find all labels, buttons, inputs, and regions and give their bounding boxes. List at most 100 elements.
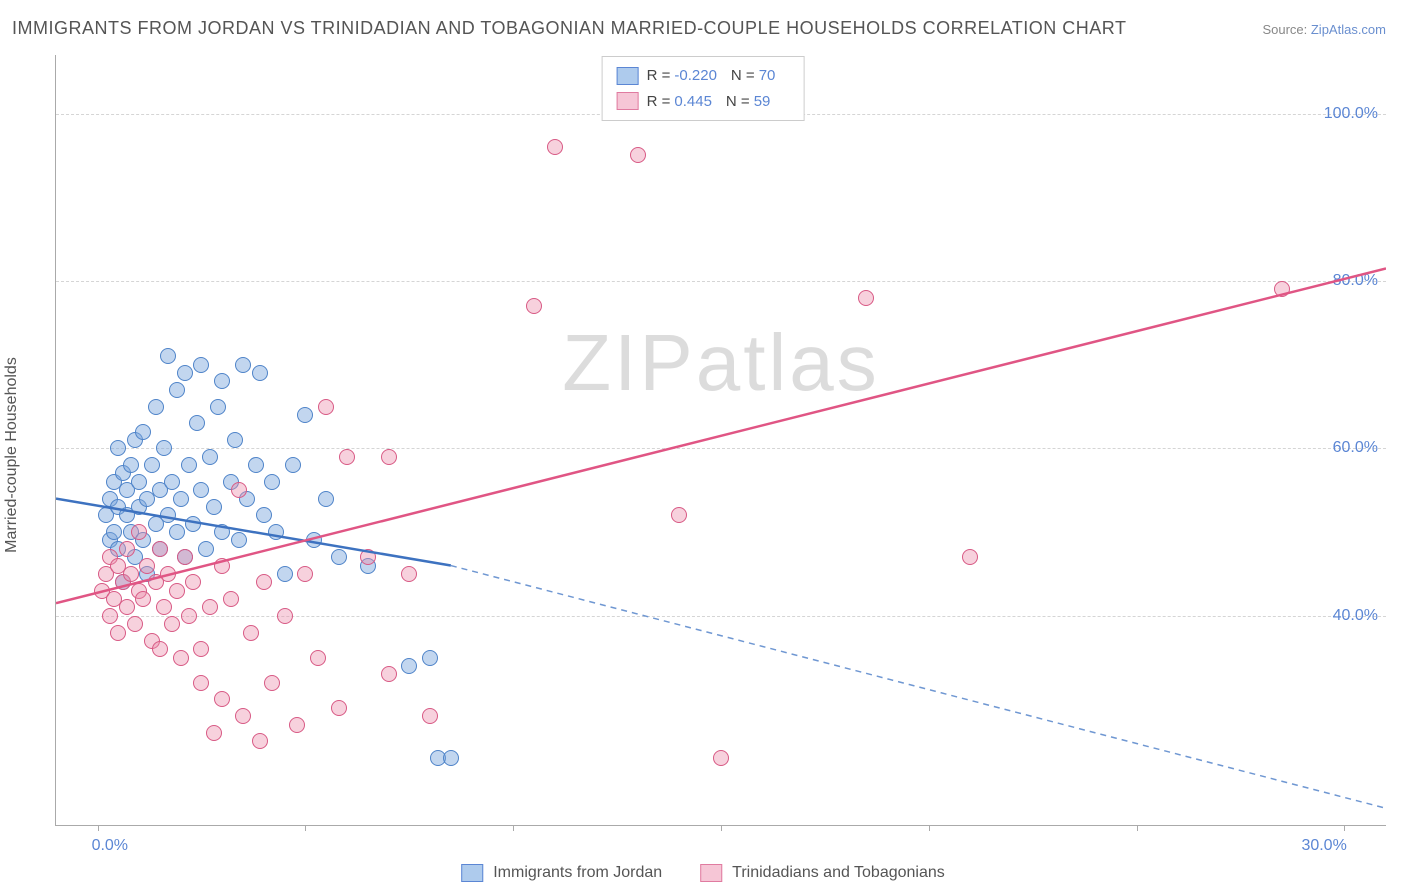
scatter-point-jordan: [248, 457, 264, 473]
scatter-point-jordan: [164, 474, 180, 490]
legend-item-jordan: Immigrants from Jordan: [461, 864, 662, 882]
scatter-point-jordan: [401, 658, 417, 674]
scatter-point-trinidad: [202, 599, 218, 615]
legend-series: Immigrants from Jordan Trinidadians and T…: [461, 864, 945, 882]
scatter-point-jordan: [177, 365, 193, 381]
scatter-point-trinidad: [252, 733, 268, 749]
source-prefix: Source:: [1262, 22, 1310, 37]
scatter-point-trinidad: [177, 549, 193, 565]
scatter-point-jordan: [185, 516, 201, 532]
scatter-point-trinidad: [135, 591, 151, 607]
scatter-point-trinidad: [381, 449, 397, 465]
scatter-point-jordan: [422, 650, 438, 666]
scatter-point-jordan: [268, 524, 284, 540]
scatter-point-jordan: [160, 507, 176, 523]
scatter-point-jordan: [193, 482, 209, 498]
scatter-point-trinidad: [310, 650, 326, 666]
scatter-point-trinidad: [169, 583, 185, 599]
scatter-point-trinidad: [164, 616, 180, 632]
scatter-point-trinidad: [1274, 281, 1290, 297]
scatter-point-trinidad: [381, 666, 397, 682]
scatter-point-trinidad: [152, 541, 168, 557]
y-tick-label: 60.0%: [1333, 439, 1378, 457]
scatter-point-trinidad: [139, 558, 155, 574]
source-attribution: Source: ZipAtlas.com: [1262, 22, 1386, 37]
scatter-point-trinidad: [119, 599, 135, 615]
scatter-point-trinidad: [160, 566, 176, 582]
scatter-point-trinidad: [223, 591, 239, 607]
scatter-point-jordan: [235, 357, 251, 373]
scatter-point-trinidad: [193, 641, 209, 657]
scatter-point-jordan: [131, 474, 147, 490]
scatter-point-jordan: [198, 541, 214, 557]
source-link[interactable]: ZipAtlas.com: [1311, 22, 1386, 37]
scatter-point-jordan: [173, 491, 189, 507]
scatter-point-jordan: [227, 432, 243, 448]
scatter-point-trinidad: [962, 549, 978, 565]
scatter-point-trinidad: [181, 608, 197, 624]
trend-line-trinidad: [56, 268, 1386, 603]
scatter-point-trinidad: [206, 725, 222, 741]
scatter-point-jordan: [331, 549, 347, 565]
x-tick-label-first: 0.0%: [92, 837, 128, 855]
scatter-point-jordan: [156, 440, 172, 456]
legend-r-jordan: R =-0.220N =70: [647, 63, 790, 89]
scatter-point-trinidad: [264, 675, 280, 691]
scatter-point-jordan: [193, 357, 209, 373]
gridline: [56, 616, 1386, 617]
scatter-point-jordan: [306, 532, 322, 548]
gridline: [56, 448, 1386, 449]
scatter-point-trinidad: [214, 558, 230, 574]
x-tick-label-last: 30.0%: [1301, 837, 1346, 855]
scatter-point-trinidad: [235, 708, 251, 724]
scatter-point-trinidad: [152, 641, 168, 657]
legend-item-trinidad: Trinidadians and Tobagonians: [700, 864, 945, 882]
plot-area: ZIPatlas 40.0%60.0%80.0%100.0%: [55, 55, 1386, 826]
scatter-point-jordan: [443, 750, 459, 766]
scatter-point-jordan: [206, 499, 222, 515]
scatter-point-jordan: [169, 382, 185, 398]
scatter-point-jordan: [169, 524, 185, 540]
scatter-point-jordan: [231, 532, 247, 548]
scatter-point-trinidad: [318, 399, 334, 415]
scatter-point-trinidad: [185, 574, 201, 590]
x-tick: [1344, 825, 1345, 831]
scatter-point-trinidad: [713, 750, 729, 766]
scatter-point-trinidad: [630, 147, 646, 163]
scatter-point-trinidad: [131, 524, 147, 540]
scatter-point-trinidad: [119, 541, 135, 557]
scatter-point-trinidad: [110, 625, 126, 641]
scatter-point-trinidad: [102, 608, 118, 624]
x-tick: [305, 825, 306, 831]
scatter-point-jordan: [285, 457, 301, 473]
scatter-point-jordan: [318, 491, 334, 507]
scatter-point-trinidad: [401, 566, 417, 582]
scatter-point-trinidad: [214, 691, 230, 707]
y-tick-label: 40.0%: [1333, 607, 1378, 625]
scatter-point-jordan: [210, 399, 226, 415]
trend-lines-layer: [56, 55, 1386, 825]
legend-swatch-bottom-trinidad: [700, 864, 722, 882]
legend-swatch-jordan: [617, 67, 639, 85]
chart-title: IMMIGRANTS FROM JORDAN VS TRINIDADIAN AN…: [12, 18, 1126, 39]
gridline: [56, 281, 1386, 282]
scatter-point-trinidad: [123, 566, 139, 582]
legend-label-trinidad: Trinidadians and Tobagonians: [732, 864, 945, 882]
scatter-point-trinidad: [360, 549, 376, 565]
scatter-point-jordan: [297, 407, 313, 423]
scatter-point-trinidad: [422, 708, 438, 724]
legend-swatch-bottom-jordan: [461, 864, 483, 882]
scatter-point-trinidad: [858, 290, 874, 306]
scatter-point-jordan: [214, 524, 230, 540]
scatter-point-trinidad: [256, 574, 272, 590]
scatter-point-trinidad: [127, 616, 143, 632]
scatter-point-jordan: [214, 373, 230, 389]
scatter-point-trinidad: [173, 650, 189, 666]
x-tick: [98, 825, 99, 831]
trend-line-dashed-jordan: [451, 566, 1386, 809]
scatter-point-trinidad: [547, 139, 563, 155]
scatter-point-jordan: [202, 449, 218, 465]
legend-stats-row-jordan: R =-0.220N =70: [617, 63, 790, 89]
scatter-point-trinidad: [156, 599, 172, 615]
scatter-point-jordan: [110, 440, 126, 456]
